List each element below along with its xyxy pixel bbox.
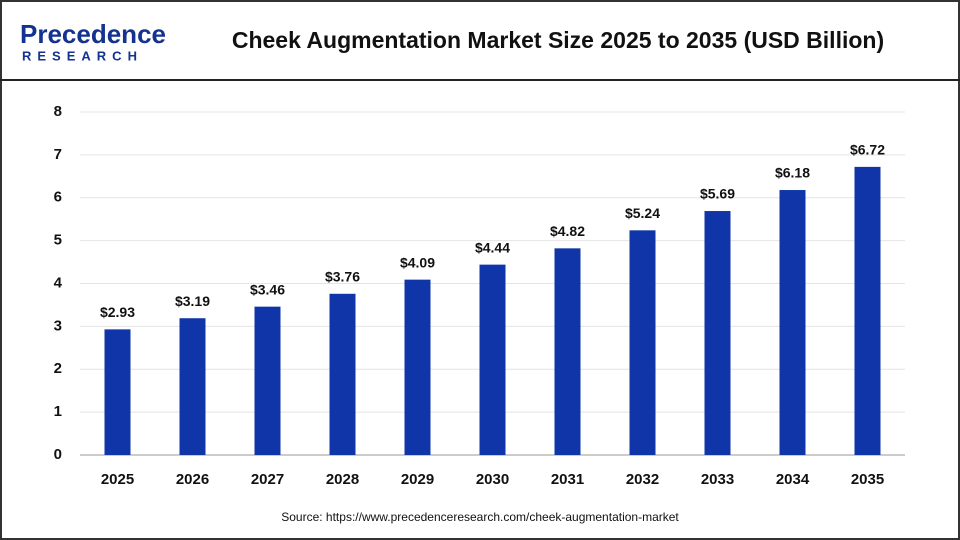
- value-label: $4.09: [400, 254, 435, 270]
- bar: [479, 264, 506, 455]
- bar: [554, 248, 581, 455]
- y-tick-label: 5: [54, 232, 62, 249]
- x-tick-label: 2033: [701, 471, 734, 488]
- y-tick-label: 6: [54, 189, 62, 206]
- y-tick-label: 8: [54, 103, 62, 120]
- value-label: $5.24: [625, 205, 660, 221]
- x-tick-label: 2026: [176, 471, 209, 488]
- y-tick-label: 7: [54, 146, 62, 163]
- y-tick-label: 2: [54, 360, 62, 377]
- x-tick-label: 2034: [776, 471, 810, 488]
- bar: [179, 318, 206, 455]
- y-tick-label: 1: [54, 403, 62, 420]
- y-tick-label: 0: [54, 446, 62, 463]
- value-label: $3.46: [250, 281, 285, 297]
- value-label: $5.69: [700, 186, 735, 202]
- y-tick-label: 3: [54, 317, 62, 334]
- bar: [704, 211, 731, 455]
- bar: [254, 306, 281, 455]
- value-label: $3.19: [175, 293, 210, 309]
- x-tick-label: 2029: [401, 471, 434, 488]
- bar: [854, 166, 881, 455]
- brand-name: Precedence: [20, 19, 166, 49]
- value-label: $4.82: [550, 223, 585, 239]
- y-tick-label: 4: [54, 274, 63, 291]
- x-tick-label: 2028: [326, 471, 359, 488]
- source: Source: https://www.precedenceresearch.c…: [281, 510, 679, 524]
- value-label: $6.72: [850, 142, 885, 158]
- value-label: $2.93: [100, 304, 135, 320]
- x-tick-label: 2027: [251, 471, 284, 488]
- value-label: $4.44: [475, 239, 510, 255]
- x-tick-label: 2030: [476, 471, 509, 488]
- bar: [629, 230, 656, 455]
- value-label: $6.18: [775, 165, 810, 181]
- value-label: $3.76: [325, 268, 360, 284]
- bar: [404, 279, 431, 455]
- x-tick-label: 2031: [551, 471, 584, 488]
- x-tick-label: 2035: [851, 471, 884, 488]
- x-tick-label: 2025: [101, 471, 134, 488]
- x-tick-label: 2032: [626, 471, 659, 488]
- bar: [104, 329, 131, 455]
- chart-title: Cheek Augmentation Market Size 2025 to 2…: [232, 27, 884, 53]
- brand-tagline: RESEARCH: [22, 48, 143, 63]
- bar: [329, 293, 356, 455]
- bar: [779, 190, 806, 455]
